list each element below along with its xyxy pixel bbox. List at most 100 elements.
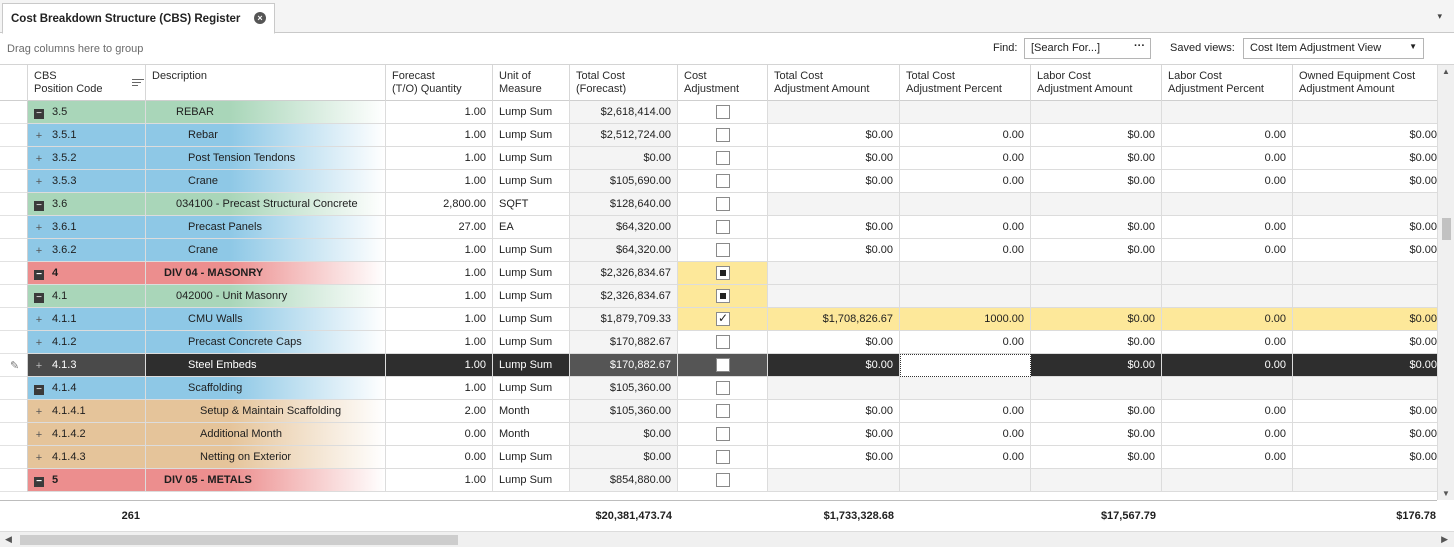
cell-labor-cost-adjustment-amount[interactable]: $0.00	[1031, 124, 1162, 147]
cell-forecast-quantity[interactable]: 1.00	[386, 101, 493, 124]
cell-total-cost-adjustment-amount[interactable]: $0.00	[768, 216, 900, 239]
cell-labor-cost-adjustment-percent[interactable]: 0.00	[1162, 124, 1293, 147]
cell-description[interactable]: Additional Month	[146, 423, 386, 446]
table-row[interactable]: −5 DIV 05 - METALS 1.00 Lump Sum $854,880.00	[0, 469, 1437, 492]
cell-labor-cost-adjustment-percent[interactable]: 0.00	[1162, 308, 1293, 331]
cell-labor-cost-adjustment-amount[interactable]: $0.00	[1031, 446, 1162, 469]
cell-cost-adjustment[interactable]	[678, 170, 768, 193]
header-cbs-position-code[interactable]: CBS Position Code	[28, 65, 146, 101]
cell-total-cost-adjustment-amount[interactable]: $0.00	[768, 446, 900, 469]
row-indicator[interactable]	[0, 101, 28, 124]
cell-description[interactable]: Precast Panels	[146, 216, 386, 239]
collapse-icon[interactable]: −	[34, 385, 44, 395]
cell-description[interactable]: Scaffolding	[146, 377, 386, 400]
cell-owned-equipment-cost-adjustment-amount[interactable]: $0.00	[1293, 354, 1437, 377]
cell-cbs-position-code[interactable]: −4.1	[28, 285, 146, 308]
cell-owned-equipment-cost-adjustment-amount[interactable]	[1293, 285, 1437, 308]
cell-unit-of-measure[interactable]: Lump Sum	[493, 101, 570, 124]
cell-total-cost-adjustment-amount[interactable]: $0.00	[768, 147, 900, 170]
table-row[interactable]: −3.6 034100 - Precast Structural Concrete…	[0, 193, 1437, 216]
cell-total-cost-adjustment-percent[interactable]	[900, 469, 1031, 492]
table-row[interactable]: ✎ +4.1.3 Steel Embeds 1.00 Lump Sum $170,882.…	[0, 354, 1437, 377]
cell-cbs-position-code[interactable]: +3.5.1	[28, 124, 146, 147]
row-indicator[interactable]	[0, 469, 28, 492]
cell-unit-of-measure[interactable]: Lump Sum	[493, 446, 570, 469]
collapse-icon[interactable]: −	[34, 201, 44, 211]
expand-icon[interactable]: +	[35, 222, 43, 234]
expand-icon[interactable]: +	[35, 406, 43, 418]
cost-adjustment-checkbox[interactable]	[716, 381, 730, 395]
cost-adjustment-checkbox[interactable]	[716, 128, 730, 142]
cell-description[interactable]: 034100 - Precast Structural Concrete	[146, 193, 386, 216]
cell-labor-cost-adjustment-amount[interactable]	[1031, 469, 1162, 492]
row-indicator[interactable]	[0, 170, 28, 193]
cell-total-cost-adjustment-percent-editor[interactable]	[900, 354, 1031, 377]
header-labor-cost-adjustment-percent[interactable]: Labor Cost Adjustment Percent	[1162, 65, 1293, 101]
row-indicator[interactable]	[0, 446, 28, 469]
table-row[interactable]: +4.1.2 Precast Concrete Caps 1.00 Lump Sum $…	[0, 331, 1437, 354]
cell-description[interactable]: DIV 04 - MASONRY	[146, 262, 386, 285]
cell-description[interactable]: Crane	[146, 239, 386, 262]
cell-description[interactable]: Precast Concrete Caps	[146, 331, 386, 354]
expand-icon[interactable]: +	[35, 452, 43, 464]
table-row[interactable]: +3.6.1 Precast Panels 27.00 EA $64,320.00 $0.…	[0, 216, 1437, 239]
expand-icon[interactable]: +	[35, 314, 43, 326]
row-indicator[interactable]	[0, 400, 28, 423]
cell-forecast-quantity[interactable]: 1.00	[386, 262, 493, 285]
cell-unit-of-measure[interactable]: Lump Sum	[493, 124, 570, 147]
cell-total-cost-adjustment-percent[interactable]	[900, 285, 1031, 308]
table-row[interactable]: +3.6.2 Crane 1.00 Lump Sum $64,320.00 $0.00 0.…	[0, 239, 1437, 262]
cost-adjustment-checkbox[interactable]	[716, 311, 730, 326]
table-row[interactable]: −3.5 REBAR 1.00 Lump Sum $2,618,414.00	[0, 101, 1437, 124]
cost-adjustment-checkbox[interactable]	[716, 473, 730, 487]
cell-total-cost-adjustment-amount[interactable]: $0.00	[768, 423, 900, 446]
cell-cost-adjustment[interactable]	[678, 262, 768, 285]
cell-owned-equipment-cost-adjustment-amount[interactable]: $0.00	[1293, 170, 1437, 193]
cell-forecast-quantity[interactable]: 0.00	[386, 423, 493, 446]
cost-adjustment-checkbox[interactable]	[716, 450, 730, 464]
row-indicator[interactable]	[0, 262, 28, 285]
row-indicator[interactable]: ✎	[0, 354, 28, 377]
table-row[interactable]: +3.5.1 Rebar 1.00 Lump Sum $2,512,724.00 $0.0…	[0, 124, 1437, 147]
cost-adjustment-checkbox[interactable]	[716, 174, 730, 188]
table-row[interactable]: +3.5.2 Post Tension Tendons 1.00 Lump Sum $0…	[0, 147, 1437, 170]
horizontal-scrollbar[interactable]: ◀ ▶	[0, 531, 1454, 547]
header-total-cost-adjustment-amount[interactable]: Total Cost Adjustment Amount	[768, 65, 900, 101]
collapse-icon[interactable]: −	[34, 270, 44, 280]
expand-icon[interactable]: +	[35, 337, 43, 349]
header-total-cost-forecast[interactable]: Total Cost (Forecast)	[570, 65, 678, 101]
cell-unit-of-measure[interactable]: Lump Sum	[493, 308, 570, 331]
cell-labor-cost-adjustment-percent[interactable]	[1162, 262, 1293, 285]
cell-owned-equipment-cost-adjustment-amount[interactable]	[1293, 101, 1437, 124]
cell-total-cost-adjustment-amount[interactable]: $0.00	[768, 124, 900, 147]
cell-labor-cost-adjustment-percent[interactable]: 0.00	[1162, 147, 1293, 170]
table-row[interactable]: +4.1.4.3 Netting on Exterior 0.00 Lump Sum $…	[0, 446, 1437, 469]
cost-adjustment-checkbox[interactable]	[716, 358, 730, 372]
saved-views-select[interactable]: Cost Item Adjustment View ▼	[1243, 38, 1424, 59]
cost-adjustment-checkbox[interactable]	[716, 427, 730, 441]
cost-adjustment-checkbox[interactable]	[716, 197, 730, 211]
cell-description[interactable]: Post Tension Tendons	[146, 147, 386, 170]
cell-cbs-position-code[interactable]: +3.6.2	[28, 239, 146, 262]
cell-unit-of-measure[interactable]: Month	[493, 400, 570, 423]
cell-owned-equipment-cost-adjustment-amount[interactable]: $0.00	[1293, 147, 1437, 170]
cell-total-cost-adjustment-percent[interactable]: 0.00	[900, 331, 1031, 354]
expand-icon[interactable]: +	[35, 153, 43, 165]
cell-labor-cost-adjustment-amount[interactable]	[1031, 193, 1162, 216]
cell-owned-equipment-cost-adjustment-amount[interactable]	[1293, 377, 1437, 400]
cell-unit-of-measure[interactable]: SQFT	[493, 193, 570, 216]
cell-total-cost-adjustment-amount[interactable]: $1,708,826.67	[768, 308, 900, 331]
cell-unit-of-measure[interactable]: Lump Sum	[493, 285, 570, 308]
cost-adjustment-checkbox[interactable]	[716, 243, 730, 257]
vertical-scroll-thumb[interactable]	[1442, 218, 1451, 240]
cell-description[interactable]: DIV 05 - METALS	[146, 469, 386, 492]
cell-forecast-quantity[interactable]: 1.00	[386, 170, 493, 193]
table-row[interactable]: −4 DIV 04 - MASONRY 1.00 Lump Sum $2,326,834…	[0, 262, 1437, 285]
cell-unit-of-measure[interactable]: Lump Sum	[493, 354, 570, 377]
cell-total-cost-adjustment-percent[interactable]: 0.00	[900, 239, 1031, 262]
tab-list-dropdown-icon[interactable]: ▾	[1437, 11, 1442, 21]
table-row[interactable]: +4.1.4.1 Setup & Maintain Scaffolding 2.00…	[0, 400, 1437, 423]
cell-cbs-position-code[interactable]: −4.1.4	[28, 377, 146, 400]
cell-total-cost-adjustment-amount[interactable]: $0.00	[768, 354, 900, 377]
cell-forecast-quantity[interactable]: 2.00	[386, 400, 493, 423]
